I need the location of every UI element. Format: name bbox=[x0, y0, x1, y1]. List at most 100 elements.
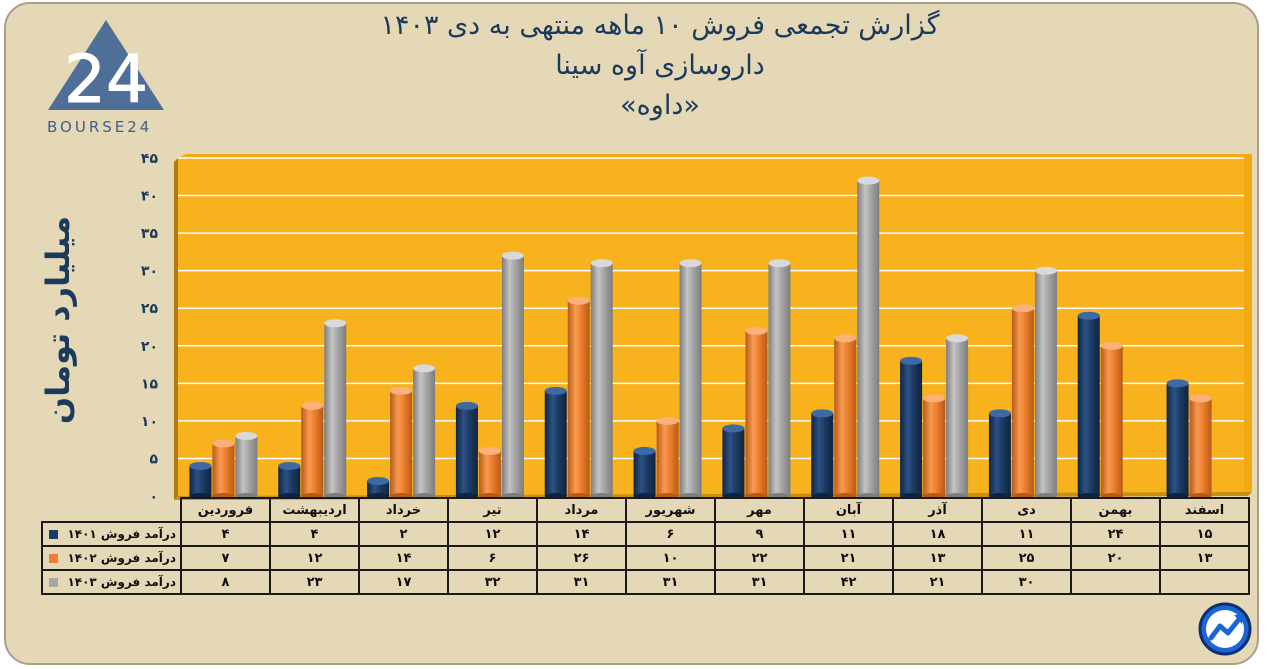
y-tick-label: ۲۵ bbox=[141, 301, 159, 317]
bar-1-9 bbox=[1011, 308, 1034, 496]
data-label: ۱۴ bbox=[536, 521, 627, 547]
chart-title: گزارش تجمعی فروش ۱۰ ماهه منتهی به دی ۱۴۰… bbox=[300, 6, 1020, 126]
data-label: ۱۳ bbox=[892, 545, 983, 571]
legend-swatch bbox=[49, 530, 58, 539]
logo-text: BOURSE24 bbox=[47, 118, 153, 136]
bar-top bbox=[768, 259, 791, 268]
category-label: بهمن bbox=[1070, 497, 1161, 523]
bar-top bbox=[455, 401, 478, 410]
data-label: ۱۳ bbox=[1159, 545, 1250, 571]
series-name: درآمد فروش ۱۴۰۱ bbox=[67, 527, 176, 541]
title-line-2: داروسازی آوه سینا bbox=[555, 50, 765, 81]
y-tick-label: ۱۰ bbox=[141, 414, 158, 430]
bourse24-logo: 24 bbox=[48, 20, 164, 119]
data-label: ۳۱ bbox=[536, 569, 627, 595]
bar-2-9 bbox=[1034, 270, 1057, 496]
data-label: ۶ bbox=[447, 545, 538, 571]
category-label: اسفند bbox=[1159, 497, 1250, 523]
category-label: تیر bbox=[447, 497, 538, 523]
bar-2-0 bbox=[235, 435, 258, 496]
data-label: ۱۰ bbox=[625, 545, 716, 571]
bar-top bbox=[1166, 379, 1189, 388]
data-label: ۹ bbox=[714, 521, 805, 547]
bar-0-0 bbox=[189, 465, 212, 496]
bar-top bbox=[235, 431, 258, 440]
data-label: ۲۰ bbox=[1070, 545, 1161, 571]
bar-top bbox=[811, 409, 834, 418]
y-tick-label: ۱۵ bbox=[141, 376, 159, 392]
data-label: ۴۲ bbox=[803, 569, 894, 595]
bar-0-9 bbox=[988, 413, 1011, 496]
legend-swatch bbox=[49, 578, 58, 587]
bar-1-6 bbox=[745, 330, 768, 496]
bar-top bbox=[1034, 266, 1057, 275]
data-label: ۲۶ bbox=[536, 545, 627, 571]
bar-0-3 bbox=[455, 405, 478, 496]
bar-top bbox=[857, 176, 880, 185]
category-label: خرداد bbox=[358, 497, 449, 523]
bar-top bbox=[1077, 311, 1100, 320]
trend-badge-icon bbox=[1198, 602, 1252, 656]
category-label: دی bbox=[981, 497, 1072, 523]
bar-top bbox=[367, 476, 390, 485]
data-label: ۴ bbox=[180, 521, 271, 547]
category-label: فروردین bbox=[180, 497, 271, 523]
data-label: ۱۲ bbox=[447, 521, 538, 547]
title-line-3: «داوه» bbox=[620, 90, 700, 121]
category-label: مهر bbox=[714, 497, 805, 523]
data-label: ۷ bbox=[180, 545, 271, 571]
y-tick-label: ۴۰ bbox=[141, 189, 158, 205]
bar-0-6 bbox=[722, 428, 745, 496]
legend-swatch bbox=[49, 554, 58, 563]
bar-1-0 bbox=[212, 443, 235, 496]
bar-0-1 bbox=[278, 465, 301, 496]
data-label: ۲۳ bbox=[269, 569, 360, 595]
plot-area bbox=[178, 158, 1244, 496]
data-table: فروردین اردیبهشت خرداد تیر مرداد شهریور مهر آبا… bbox=[41, 497, 1250, 595]
legend-entry: درآمد فروش ۱۴۰۲ bbox=[41, 545, 182, 571]
bar-top bbox=[923, 394, 946, 403]
bar-0-7 bbox=[811, 413, 834, 496]
category-label: اردیبهشت bbox=[269, 497, 360, 523]
data-label: ۳۱ bbox=[625, 569, 716, 595]
data-label: ۲۵ bbox=[981, 545, 1072, 571]
y-tick-label: ۲۰ bbox=[141, 339, 158, 355]
bar-2-7 bbox=[857, 180, 880, 497]
plot-side-wall bbox=[174, 158, 178, 500]
bar-2-2 bbox=[413, 368, 436, 496]
data-label: ۸ bbox=[180, 569, 271, 595]
bar-2-1 bbox=[324, 323, 347, 496]
data-label: ۱۷ bbox=[358, 569, 449, 595]
bar-0-2 bbox=[367, 480, 390, 496]
data-label: ۲۲ bbox=[714, 545, 805, 571]
bar-top bbox=[1189, 394, 1212, 403]
bar-1-4 bbox=[567, 300, 590, 496]
category-label: مرداد bbox=[536, 497, 627, 523]
y-tick-label: ۳۰ bbox=[141, 264, 158, 280]
data-label: ۱۲ bbox=[269, 545, 360, 571]
data-label: ۴ bbox=[269, 521, 360, 547]
bar-top bbox=[656, 416, 679, 425]
data-label: ۳۱ bbox=[714, 569, 805, 595]
bar-2-5 bbox=[679, 263, 702, 496]
bar-1-11 bbox=[1189, 398, 1212, 496]
y-tick-label: ۰ bbox=[149, 489, 158, 505]
data-label: ۱۴ bbox=[358, 545, 449, 571]
legend-entry: درآمد فروش ۱۴۰۳ bbox=[41, 569, 182, 595]
legend-entry: درآمد فروش ۱۴۰۱ bbox=[41, 521, 182, 547]
y-tick-label: ۳۵ bbox=[141, 226, 159, 242]
bar-top bbox=[324, 319, 347, 328]
bar-1-2 bbox=[390, 390, 413, 496]
data-label: ۱۱ bbox=[803, 521, 894, 547]
bar-top bbox=[212, 439, 235, 448]
data-label: ۳۰ bbox=[981, 569, 1072, 595]
bar-top bbox=[567, 296, 590, 305]
bar-0-11 bbox=[1166, 383, 1189, 496]
data-label: ۱۵ bbox=[1159, 521, 1250, 547]
bar-1-3 bbox=[478, 450, 501, 496]
bar-1-10 bbox=[1100, 345, 1123, 496]
bar-top bbox=[900, 356, 923, 365]
bar-top bbox=[590, 259, 613, 268]
bar-top bbox=[633, 446, 656, 455]
data-label: ۲۴ bbox=[1070, 521, 1161, 547]
